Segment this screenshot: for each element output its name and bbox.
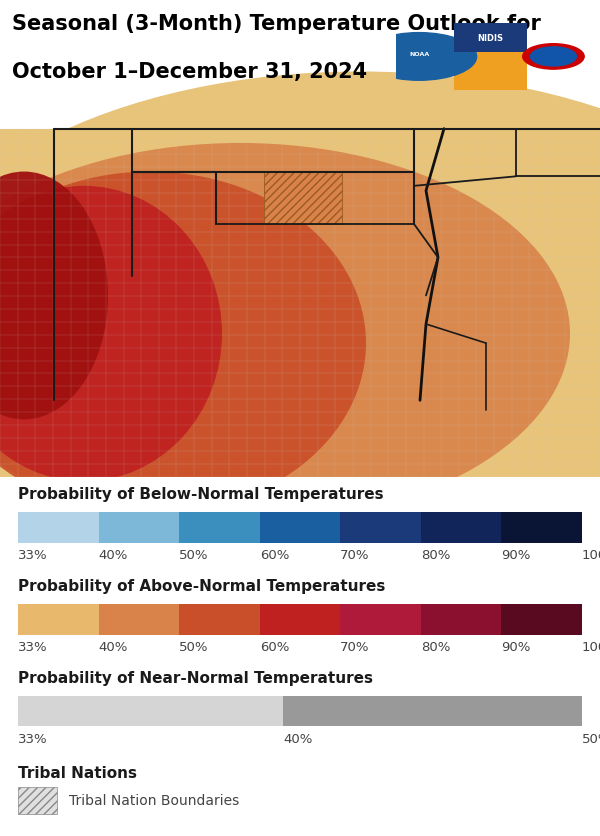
Ellipse shape bbox=[0, 171, 108, 420]
Text: 90%: 90% bbox=[502, 641, 531, 654]
Text: 60%: 60% bbox=[260, 549, 289, 563]
Bar bbox=[421, 512, 502, 543]
Text: 80%: 80% bbox=[421, 549, 450, 563]
Bar bbox=[0, 129, 600, 477]
Bar bbox=[18, 604, 98, 635]
Text: 40%: 40% bbox=[98, 641, 128, 654]
Bar bbox=[18, 696, 283, 726]
Text: Tribal Nation Boundaries: Tribal Nation Boundaries bbox=[69, 794, 239, 808]
Text: NIDIS: NIDIS bbox=[477, 33, 503, 43]
Bar bbox=[340, 604, 421, 635]
Bar bbox=[502, 604, 582, 635]
Text: 33%: 33% bbox=[18, 641, 47, 654]
Bar bbox=[98, 512, 179, 543]
Bar bbox=[18, 788, 57, 814]
Text: 33%: 33% bbox=[18, 733, 47, 746]
Text: 70%: 70% bbox=[340, 549, 370, 563]
Bar bbox=[179, 604, 260, 635]
Circle shape bbox=[361, 33, 476, 80]
Text: Probability of Above-Normal Temperatures: Probability of Above-Normal Temperatures bbox=[18, 579, 385, 594]
Bar bbox=[454, 23, 527, 89]
Ellipse shape bbox=[0, 143, 570, 524]
Bar bbox=[260, 512, 340, 543]
Ellipse shape bbox=[0, 171, 366, 515]
Bar bbox=[18, 512, 98, 543]
Text: 100%: 100% bbox=[582, 641, 600, 654]
Ellipse shape bbox=[0, 72, 600, 548]
Bar bbox=[179, 512, 260, 543]
Bar bbox=[260, 604, 340, 635]
Text: Probability of Near-Normal Temperatures: Probability of Near-Normal Temperatures bbox=[18, 670, 373, 686]
Text: 50%: 50% bbox=[582, 733, 600, 746]
Text: Probability of Below-Normal Temperatures: Probability of Below-Normal Temperatures bbox=[18, 487, 383, 502]
Text: Tribal Nations: Tribal Nations bbox=[18, 766, 137, 781]
Text: 40%: 40% bbox=[98, 549, 128, 563]
Circle shape bbox=[523, 43, 584, 69]
Text: 80%: 80% bbox=[421, 641, 450, 654]
Bar bbox=[0, 129, 600, 477]
Bar bbox=[421, 604, 502, 635]
Text: 33%: 33% bbox=[18, 549, 47, 563]
Text: NOAA: NOAA bbox=[409, 53, 429, 58]
Bar bbox=[98, 604, 179, 635]
Text: 90%: 90% bbox=[502, 549, 531, 563]
Text: 70%: 70% bbox=[340, 641, 370, 654]
Text: 60%: 60% bbox=[260, 641, 289, 654]
Text: 50%: 50% bbox=[179, 641, 209, 654]
Bar bbox=[283, 696, 582, 726]
Text: 100%: 100% bbox=[582, 549, 600, 563]
Circle shape bbox=[530, 47, 577, 66]
Bar bbox=[454, 23, 527, 53]
Text: Seasonal (3-Month) Temperature Outlook for: Seasonal (3-Month) Temperature Outlook f… bbox=[12, 14, 541, 34]
Ellipse shape bbox=[0, 186, 222, 482]
Bar bbox=[502, 512, 582, 543]
Text: October 1–December 31, 2024: October 1–December 31, 2024 bbox=[12, 62, 367, 82]
Bar bbox=[340, 512, 421, 543]
Bar bbox=[264, 171, 342, 224]
Text: 40%: 40% bbox=[283, 733, 313, 746]
Text: 50%: 50% bbox=[179, 549, 209, 563]
